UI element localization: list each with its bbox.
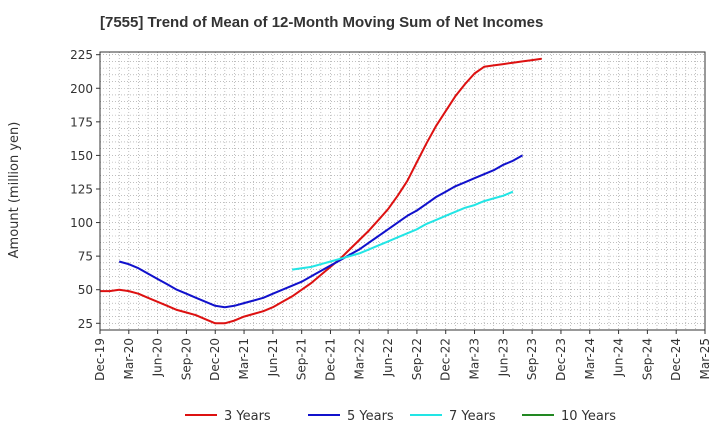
legend-label: 5 Years: [347, 409, 394, 424]
x-tick-label: Jun-20: [151, 338, 165, 377]
legend-label: 10 Years: [561, 409, 616, 424]
x-tick-label: Sep-24: [640, 338, 654, 380]
y-tick-label: 225: [70, 48, 93, 62]
y-tick-label: 150: [70, 149, 93, 163]
x-tick-label: Mar-22: [352, 338, 366, 379]
series-line-3-years: [100, 57, 542, 325]
x-tick-label: Sep-23: [525, 338, 539, 380]
x-tick-label: Dec-24: [669, 338, 683, 381]
x-tick-label: Jun-22: [381, 338, 395, 377]
y-tick-label: 175: [70, 115, 93, 129]
y-tick-label: 125: [70, 182, 93, 196]
series-lines: [100, 57, 542, 325]
plot-frame: [99, 51, 706, 331]
y-tick-label: 50: [78, 283, 93, 297]
x-tick-label: Mar-21: [237, 338, 251, 379]
x-tick-label: Mar-24: [583, 338, 597, 379]
x-tick-label: Sep-20: [179, 338, 193, 380]
y-tick-label: 200: [70, 82, 93, 96]
x-tick-label: Sep-22: [410, 338, 424, 380]
legend-label: 3 Years: [224, 409, 271, 424]
x-tick-label: Jun-23: [496, 338, 510, 377]
legend: 3 Years 5 Years 7 Years 10 Years: [185, 409, 616, 424]
x-tick-label: Dec-23: [554, 338, 568, 381]
x-tick-label: Sep-21: [295, 338, 309, 380]
x-tick-label: Mar-20: [122, 338, 136, 379]
y-axis-ticks: 25 50 75 100 125 150 175 200 225: [70, 48, 100, 331]
x-tick-label: Dec-22: [439, 338, 453, 381]
y-tick-label: 25: [78, 317, 93, 331]
x-axis-ticks: Dec-19 Mar-20 Jun-20 Sep-20 Dec-20 Mar-21 Jun-…: [93, 330, 712, 381]
series-line-7-years: [291, 190, 514, 271]
grid-lines: [99, 52, 706, 330]
x-tick-label: Jun-21: [266, 338, 280, 377]
chart-title: [7555] Trend of Mean of 12-Month Moving …: [100, 14, 544, 31]
x-tick-label: Jun-24: [612, 338, 626, 377]
y-tick-label: 75: [78, 250, 93, 264]
y-tick-label: 100: [70, 216, 93, 230]
x-tick-label: Mar-23: [468, 338, 482, 379]
x-tick-label: Dec-21: [323, 338, 337, 381]
series-line-5-years: [118, 154, 523, 309]
x-tick-label: Dec-19: [93, 338, 107, 381]
x-tick-label: Dec-20: [208, 338, 222, 381]
legend-label: 7 Years: [449, 409, 496, 424]
x-tick-label: Mar-25: [698, 338, 712, 379]
